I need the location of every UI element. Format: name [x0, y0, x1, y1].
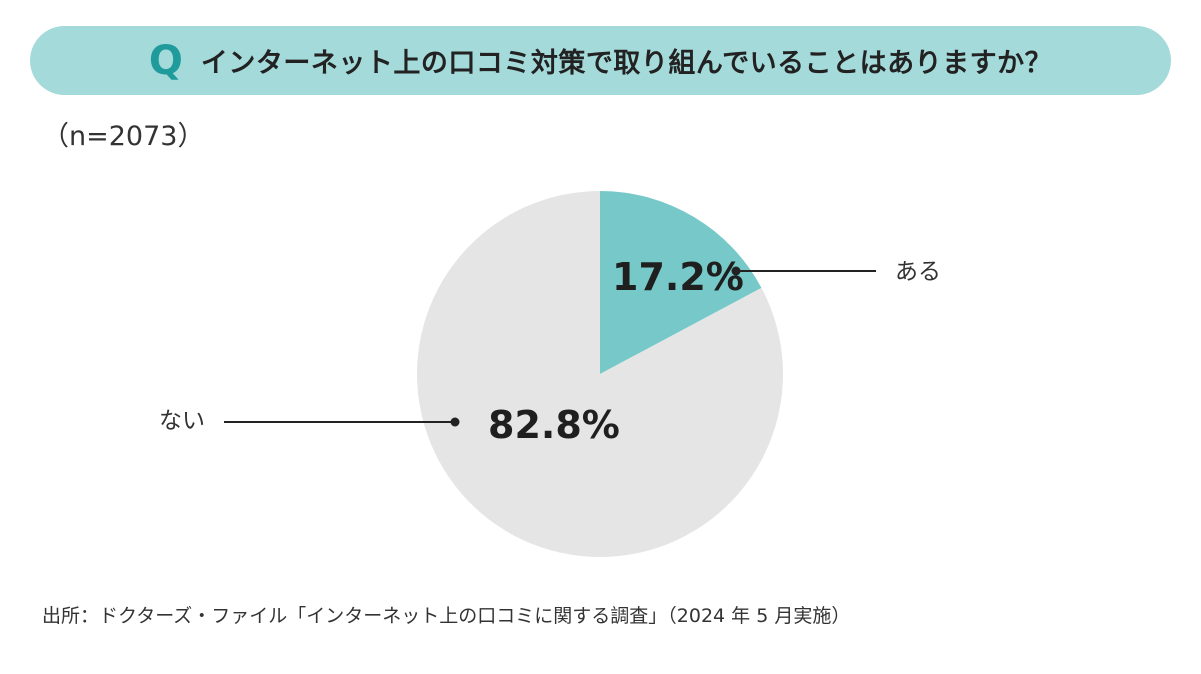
slice-value-label-1: 82.8%: [488, 403, 620, 447]
leader-dot-0: [731, 266, 741, 276]
sample-size-label: （n=2073）: [42, 121, 205, 152]
source-note: 出所：ドクターズ・ファイル「インターネット上の口コミに関する調査」（2024 年…: [42, 605, 851, 627]
leader-dot-1: [450, 417, 460, 427]
slice-category-label-1: ない: [159, 408, 205, 434]
slice-value-label-0: 17.2%: [612, 255, 744, 299]
question-text: インターネット上の口コミ対策で取り組んでいることはありますか？: [200, 48, 1053, 79]
pie-slice-0: [600, 191, 762, 374]
question-mark-icon: Q: [148, 37, 183, 84]
pie-slice-1: [417, 191, 784, 557]
question-banner: Q インターネット上の口コミ対策で取り組んでいることはありますか？: [30, 26, 1171, 95]
slice-category-label-0: ある: [895, 259, 941, 285]
